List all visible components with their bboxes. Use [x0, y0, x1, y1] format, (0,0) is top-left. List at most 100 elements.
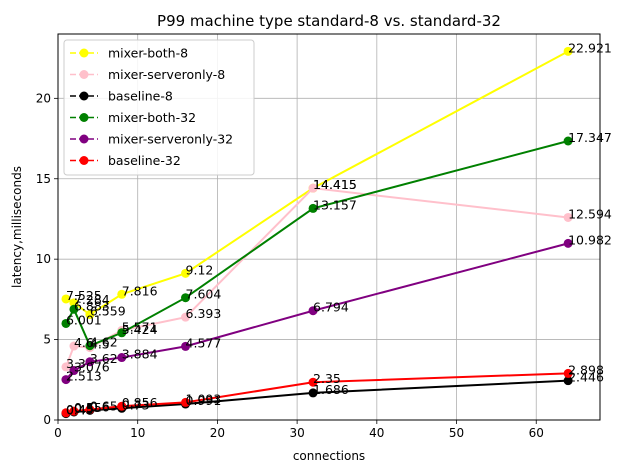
data-point — [69, 366, 79, 376]
legend-item: mixer-both-8 — [70, 46, 188, 61]
ticks: 0 10 20 30 40 50 60 0 5 10 15 20 — [36, 91, 544, 440]
data-point — [85, 357, 95, 367]
data-label: 0.45 — [66, 402, 94, 417]
y-tick-label: 20 — [36, 91, 51, 105]
x-tick-label: 60 — [529, 426, 544, 440]
data-label: 0.55 — [74, 400, 102, 415]
y-tick-label: 15 — [36, 172, 51, 186]
data-label: 7.604 — [186, 287, 222, 302]
data-point — [308, 388, 318, 398]
data-label: 1.686 — [313, 382, 349, 397]
data-point — [308, 203, 318, 213]
legend-swatch-marker — [79, 91, 89, 101]
data-label: 5.571 — [122, 319, 158, 334]
data-point — [181, 268, 191, 278]
x-tick-label: 30 — [289, 426, 304, 440]
plot-frame — [57, 33, 601, 421]
series-baseline-32 — [61, 368, 573, 418]
data-label: 5.424 — [122, 322, 158, 337]
data-label: 3.076 — [74, 360, 110, 375]
legend-item: mixer-both-32 — [70, 110, 196, 125]
data-label: 0.856 — [122, 395, 158, 410]
y-axis-label: latency,milliseconds — [10, 166, 24, 288]
data-label: 6.794 — [313, 300, 349, 315]
data-point — [181, 397, 191, 407]
x-tick-label: 50 — [449, 426, 464, 440]
data-label: 2.898 — [568, 362, 604, 377]
data-point — [563, 46, 573, 56]
data-label: 13.157 — [313, 197, 357, 212]
data-point — [85, 405, 95, 415]
x-tick-label: 0 — [54, 426, 62, 440]
y-tick-label: 0 — [43, 413, 51, 427]
data-point — [85, 341, 95, 351]
legend-box — [63, 39, 255, 176]
data-point — [117, 353, 127, 363]
data-label: 6.001 — [66, 312, 102, 327]
data-point — [308, 377, 318, 387]
data-point — [69, 406, 79, 416]
data-point — [61, 318, 71, 328]
data-point — [181, 293, 191, 303]
series-mixer-both-32 — [61, 136, 573, 351]
data-point — [563, 368, 573, 378]
data-label: 7.816 — [122, 283, 158, 298]
data-label: 7.525 — [66, 288, 102, 303]
data-label: 3.884 — [122, 347, 158, 362]
data-label: 2.513 — [66, 369, 102, 384]
data-label: 0.4 — [66, 403, 86, 418]
x-axis-label: connections — [293, 449, 365, 463]
x-tick-label: 20 — [210, 426, 225, 440]
data-label: 4.62 — [90, 335, 118, 350]
data-point — [117, 328, 127, 338]
legend-item: mixer-serveronly-8 — [70, 67, 225, 82]
data-point — [563, 238, 573, 248]
data-label: 2.446 — [568, 370, 604, 385]
series-layer — [61, 46, 573, 419]
data-label: 4.5 — [90, 337, 110, 352]
data-label: 6.883 — [74, 298, 110, 313]
data-point — [61, 294, 71, 304]
data-label: 6.559 — [90, 304, 126, 319]
legend-label: mixer-both-32 — [108, 110, 196, 125]
data-label: 6.393 — [186, 306, 222, 321]
data-label: 3.3 — [66, 356, 86, 371]
legend-swatch-marker — [79, 113, 89, 122]
legend-label: mixer-both-8 — [108, 46, 188, 61]
legend-swatch-marker — [79, 134, 89, 144]
data-label: 3.62 — [90, 351, 118, 366]
data-point — [563, 376, 573, 386]
data-point — [69, 304, 79, 314]
x-tick-label: 10 — [130, 426, 145, 440]
legend-label: baseline-32 — [108, 153, 181, 168]
data-label: 12.594 — [568, 206, 612, 221]
data-point — [61, 408, 71, 418]
data-label: 17.347 — [568, 130, 612, 145]
legend-item: baseline-32 — [70, 153, 181, 168]
data-point — [69, 341, 79, 351]
data-point — [181, 341, 191, 351]
series-line — [65, 187, 569, 368]
data-point — [563, 136, 573, 146]
data-point — [117, 401, 127, 411]
data-point — [117, 289, 127, 299]
x-tick-label: 40 — [369, 426, 384, 440]
data-point — [69, 298, 79, 308]
data-label: 0.65 — [90, 399, 118, 414]
data-label: 4.577 — [186, 335, 222, 350]
chart-title: P99 machine type standard-8 vs. standard… — [157, 12, 501, 30]
data-label: 2.35 — [313, 371, 341, 386]
legend-item: baseline-8 — [70, 89, 173, 104]
y-tick-label: 5 — [43, 333, 51, 347]
data-point — [61, 375, 71, 385]
data-label: 1.093 — [186, 391, 222, 406]
legend-item: mixer-serveronly-32 — [70, 132, 233, 147]
data-point — [181, 312, 191, 322]
data-point — [61, 362, 71, 372]
legend-label: mixer-serveronly-8 — [108, 67, 225, 82]
data-label: 9.12 — [186, 262, 214, 277]
data-label: 14.415 — [313, 177, 357, 192]
data-label: 4.6 — [74, 335, 94, 350]
